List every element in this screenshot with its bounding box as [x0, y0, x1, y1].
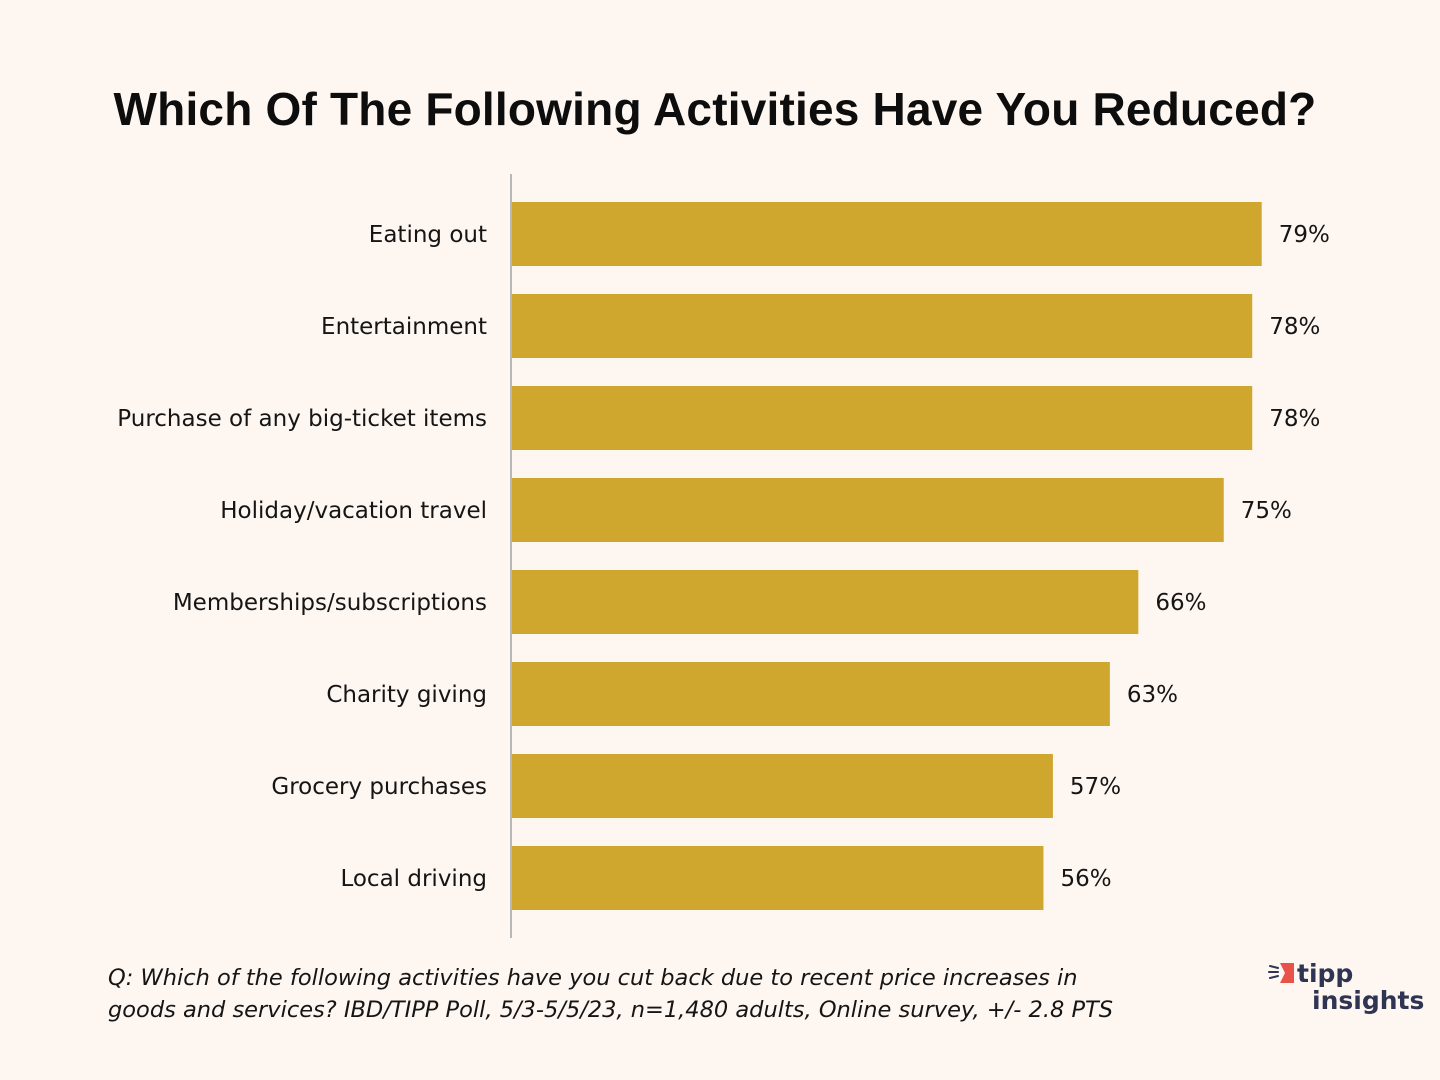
- bar: [512, 754, 1053, 818]
- value-label: 75%: [1241, 498, 1292, 524]
- bar: [512, 662, 1110, 726]
- value-label: 56%: [1060, 866, 1111, 892]
- value-label: 78%: [1269, 406, 1320, 432]
- footnote-line-2: goods and services? IBD/TIPP Poll, 5/3-5…: [108, 997, 1114, 1023]
- value-labels: 79% 78% 78% 75% 66% 63% 57% 56%: [1060, 222, 1329, 892]
- category-label: Charity giving: [326, 682, 487, 708]
- value-label: 79%: [1279, 222, 1330, 248]
- bar: [512, 386, 1253, 450]
- bar: [512, 478, 1224, 542]
- category-label: Holiday/vacation travel: [220, 498, 487, 524]
- category-label: Local driving: [340, 866, 487, 892]
- value-label: 57%: [1070, 774, 1121, 800]
- footnote: Q: Which of the following activities hav…: [108, 962, 1188, 1026]
- bar: [512, 570, 1139, 634]
- tipp-insights-logo: tipp insights: [1268, 962, 1424, 1015]
- bar: [512, 294, 1253, 358]
- logo-word-insights: insights: [1312, 986, 1424, 1015]
- logo-word-tipp: tipp: [1297, 962, 1353, 988]
- category-label: Memberships/subscriptions: [173, 590, 487, 616]
- footnote-line-1: Q: Which of the following activities hav…: [108, 965, 1078, 991]
- bar: [512, 202, 1262, 266]
- bar: [512, 846, 1044, 910]
- signal-icon: [1268, 963, 1294, 983]
- bars-group: [512, 202, 1262, 910]
- category-label: Eating out: [369, 222, 487, 248]
- value-label: 63%: [1127, 682, 1178, 708]
- category-label: Grocery purchases: [271, 774, 487, 800]
- chart-title: Which Of The Following Activities Have Y…: [113, 83, 1317, 135]
- value-label: 66%: [1155, 590, 1206, 616]
- category-labels: Eating out Entertainment Purchase of any b…: [117, 222, 487, 892]
- category-label: Entertainment: [321, 314, 487, 340]
- value-label: 78%: [1269, 314, 1320, 340]
- category-label: Purchase of any big-ticket items: [117, 406, 487, 432]
